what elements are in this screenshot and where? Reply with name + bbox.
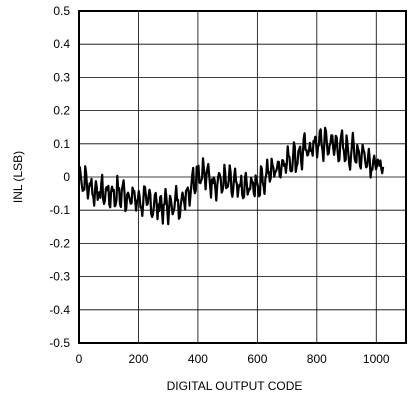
y-tick-label: -0.1 [49,203,70,217]
x-axis-label: DIGITAL OUTPUT CODE [167,379,303,393]
x-tick-labels: 0 200 400 600 800 1000 [76,352,390,366]
y-tick-label: 0.2 [53,104,70,118]
y-tick-label: 0 [63,170,70,184]
y-tick-label: 0.5 [53,4,70,18]
inl-series-line [77,126,385,226]
grid-lines [78,10,406,344]
y-tick-label: 0.4 [53,37,70,51]
y-tick-label: -0.2 [49,236,70,250]
y-axis-label: INL (LSB) [11,151,25,203]
x-tick-label: 600 [247,352,267,366]
x-tick-label: 0 [76,352,83,366]
x-tick-label: 1000 [363,352,390,366]
y-tick-label: 0.1 [53,137,70,151]
x-tick-label: 200 [128,352,148,366]
y-tick-label: 0.3 [53,70,70,84]
inl-series [77,126,385,226]
x-tick-label: 400 [188,352,208,366]
y-tick-label: -0.5 [49,336,70,350]
plot-frame [78,10,407,344]
y-tick-label: -0.3 [49,270,70,284]
y-tick-label: -0.4 [49,303,70,317]
y-tick-labels: 0.5 0.4 0.3 0.2 0.1 0 -0.1 -0.2 -0.3 -0.4 -0.5 [49,4,70,350]
x-tick-label: 800 [307,352,327,366]
